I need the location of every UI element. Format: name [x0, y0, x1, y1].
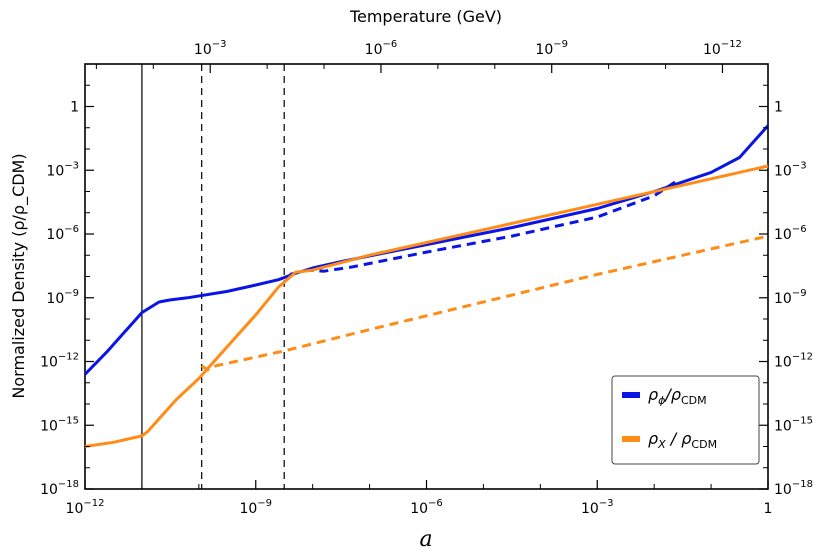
y-tick-label-left-1: 10−3 [46, 160, 79, 179]
top-tick-label-2: 10−9 [535, 39, 568, 58]
y-axis-title: Normalized Density (ρ/ρ_CDM) [9, 153, 29, 398]
x-axis-title: a [419, 527, 432, 552]
top-tick-label-3: 10−12 [703, 39, 742, 58]
x-tick-label-0: 10−12 [66, 498, 105, 517]
x-tick-label-1: 10−9 [239, 498, 272, 517]
y-tick-label-right-2: 10−6 [774, 224, 807, 243]
y-tick-label-right-3: 10−9 [774, 288, 807, 307]
x-tick-label-4: 1 [764, 501, 773, 517]
y-tick-label-left-2: 10−6 [46, 224, 79, 243]
y-tick-label-left-6: 10−18 [40, 479, 79, 498]
series-line-0 [83, 124, 770, 376]
y-tick-label-right-4: 10−12 [774, 352, 813, 371]
x-tick-label-2: 10−6 [410, 498, 443, 517]
top-axis-title: Temperature (GeV) [349, 7, 502, 26]
y-tick-label-right-6: 10−18 [774, 479, 813, 498]
tick-marks [84, 64, 769, 490]
vertical-marker-lines [141, 64, 285, 489]
legend-box [611, 375, 760, 465]
y-tick-label-right-5: 10−15 [774, 415, 813, 434]
tick-labels: 10−12 10−9 10−6 10−3 1 1 1 10−3 10−3 10−6 10−6 10−9… [40, 39, 813, 517]
series-line-2 [84, 164, 769, 448]
top-tick-label-0: 10−3 [194, 39, 227, 58]
y-tick-label-left-3: 10−9 [46, 288, 79, 307]
x-tick-label-3: 10−3 [581, 498, 614, 517]
top-tick-label-1: 10−6 [365, 39, 398, 58]
y-tick-label-left-4: 10−12 [40, 352, 79, 371]
legend-label-1: ρX / ρCDM [648, 429, 717, 451]
legend: ρϕ/ρCDM ρX / ρCDM [611, 375, 760, 465]
y-tick-label-right-1: 10−3 [774, 160, 807, 179]
legend-label-0: ρϕ/ρCDM [648, 385, 707, 407]
series-line-3 [200, 234, 769, 372]
y-tick-label-right-0: 1 [774, 100, 783, 116]
y-tick-label-left-5: 10−15 [40, 415, 79, 434]
series-layer [83, 124, 770, 448]
y-tick-label-left-0: 1 [70, 100, 79, 116]
